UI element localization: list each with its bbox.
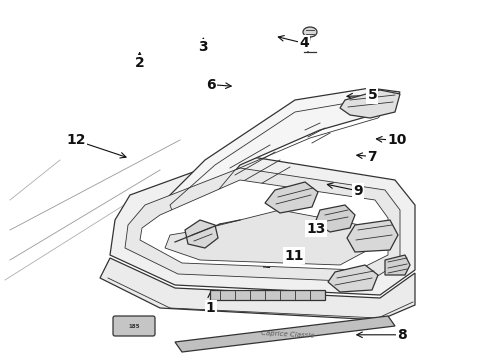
Text: 11: 11 [284,249,304,262]
Text: 1: 1 [206,301,216,315]
Text: 13: 13 [306,222,326,235]
Polygon shape [155,88,400,240]
Text: 10: 10 [387,134,407,147]
Text: 6: 6 [206,78,216,91]
Polygon shape [328,265,378,292]
Text: 185: 185 [128,324,140,328]
Text: 5: 5 [368,89,377,102]
Polygon shape [265,182,318,213]
Polygon shape [100,258,415,320]
Text: 4: 4 [299,36,309,50]
Ellipse shape [303,27,317,37]
Text: 12: 12 [66,134,86,147]
Polygon shape [165,210,368,265]
Polygon shape [315,205,355,232]
Polygon shape [125,168,400,282]
Text: 2: 2 [135,56,145,70]
FancyBboxPatch shape [113,316,155,336]
Polygon shape [347,220,398,252]
Text: 7: 7 [368,150,377,163]
Text: 8: 8 [397,328,407,342]
Polygon shape [175,316,395,352]
Polygon shape [385,255,410,275]
Polygon shape [340,90,400,118]
Text: 3: 3 [198,40,208,54]
Polygon shape [110,155,415,295]
Polygon shape [185,220,218,248]
Polygon shape [210,290,325,300]
Polygon shape [140,180,388,270]
Text: Caprice Classic: Caprice Classic [261,330,315,338]
Text: 9: 9 [353,184,363,198]
